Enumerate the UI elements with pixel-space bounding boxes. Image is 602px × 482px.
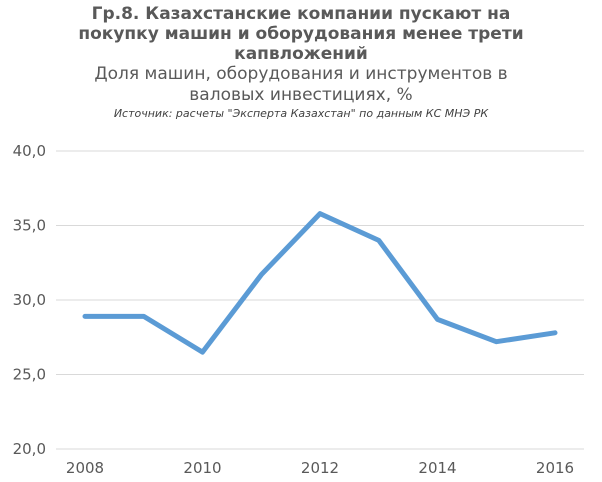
x-tick-label: 2008 [66, 459, 104, 477]
y-tick-label: 20,0 [13, 440, 46, 458]
chart-title: Гр.8. Казахстанские компании пускают на … [78, 4, 524, 64]
tick-labels: 20,0 25,0 30,0 35,0 40,0 2008 2010 2012 2014 2016 [13, 142, 575, 477]
x-tick-label: 2012 [301, 459, 339, 477]
y-tick-label: 35,0 [13, 217, 46, 235]
gridlines [56, 150, 584, 375]
y-tick-label: 25,0 [13, 366, 46, 384]
series-layer [82, 211, 558, 355]
y-tick-label: 30,0 [13, 291, 46, 309]
y-tick-label: 40,0 [13, 142, 46, 160]
chart-source: Источник: расчеты "Эксперта Казахстан" п… [113, 107, 489, 120]
chart-subtitle: Доля машин, оборудования и инструментов … [94, 64, 508, 105]
x-tick-label: 2014 [418, 459, 456, 477]
x-tick-label: 2016 [536, 459, 574, 477]
chart-header: Гр.8. Казахстанские компании пускают на … [0, 4, 602, 121]
x-tick-label: 2010 [183, 459, 221, 477]
series-line [82, 211, 558, 355]
